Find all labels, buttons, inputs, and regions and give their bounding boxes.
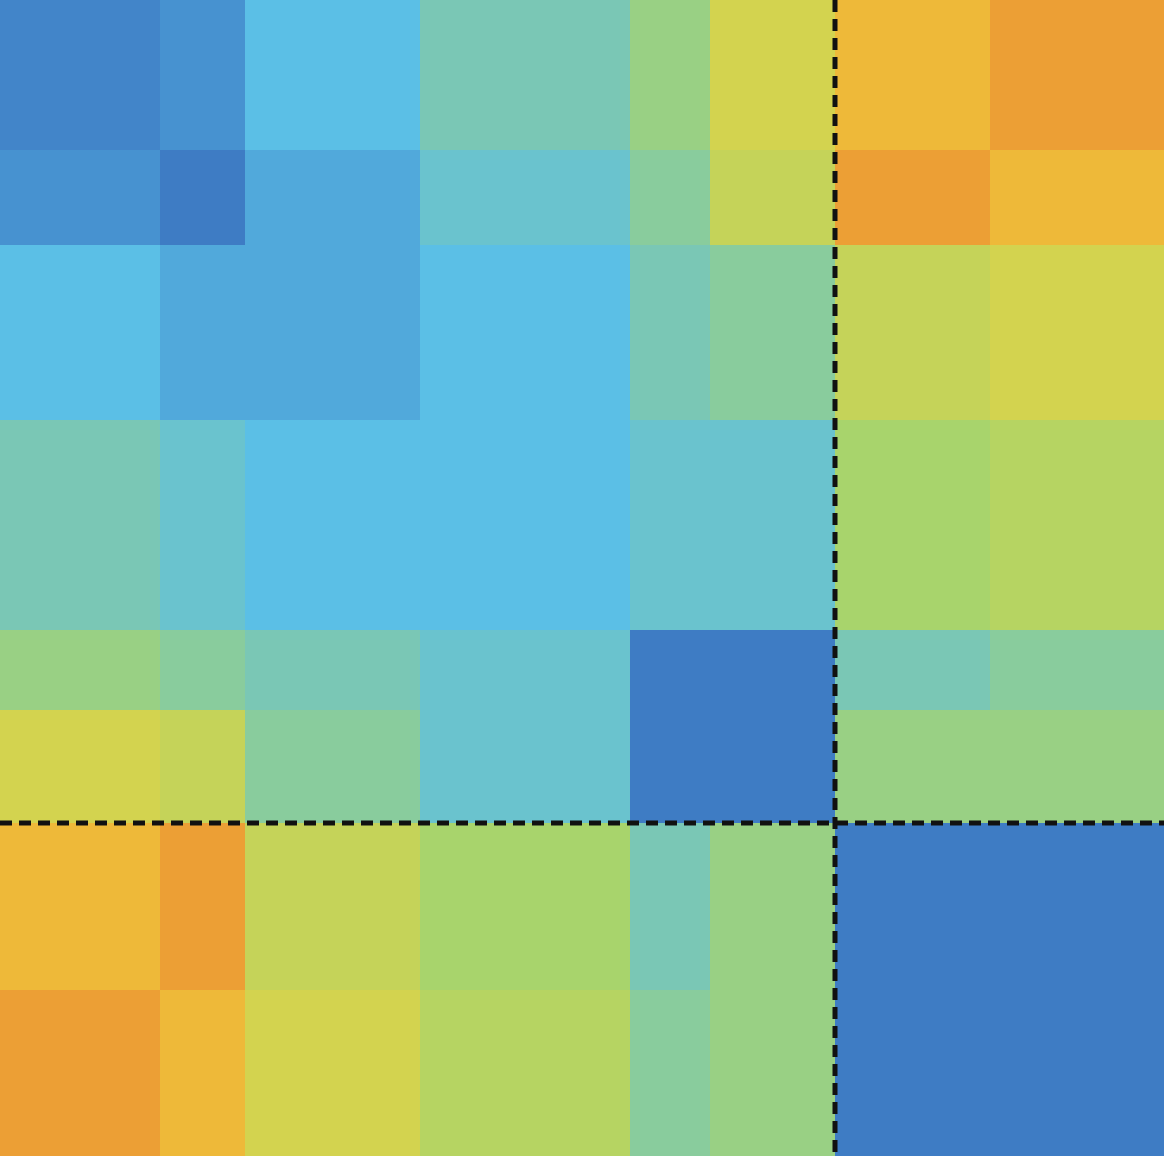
cell bbox=[420, 630, 630, 710]
cell bbox=[245, 245, 420, 420]
cell bbox=[990, 420, 1164, 630]
cell bbox=[630, 710, 710, 823]
cell bbox=[990, 150, 1164, 245]
cell bbox=[245, 823, 420, 990]
cell bbox=[0, 710, 160, 823]
cell bbox=[420, 420, 630, 630]
cell bbox=[420, 823, 630, 990]
cell bbox=[0, 823, 160, 990]
cell bbox=[160, 990, 245, 1156]
cell bbox=[630, 990, 710, 1156]
cell bbox=[835, 823, 990, 990]
cell bbox=[990, 710, 1164, 823]
cell bbox=[160, 420, 245, 630]
cell bbox=[835, 710, 990, 823]
cell bbox=[420, 245, 630, 420]
cell bbox=[710, 245, 835, 420]
cell bbox=[420, 710, 630, 823]
cell bbox=[630, 150, 710, 245]
cell bbox=[160, 150, 245, 245]
cell bbox=[835, 0, 990, 150]
cell bbox=[710, 420, 835, 630]
cell bbox=[160, 0, 245, 150]
cell bbox=[160, 630, 245, 710]
cell bbox=[710, 0, 835, 150]
cell bbox=[0, 420, 160, 630]
cell bbox=[0, 630, 160, 710]
cell bbox=[245, 630, 420, 710]
cell bbox=[245, 0, 420, 150]
cell bbox=[990, 245, 1164, 420]
cell bbox=[0, 990, 160, 1156]
cell bbox=[0, 150, 160, 245]
cell bbox=[835, 990, 990, 1156]
cell bbox=[710, 710, 835, 823]
cell bbox=[835, 420, 990, 630]
cell bbox=[630, 630, 710, 710]
cell bbox=[990, 990, 1164, 1156]
cell bbox=[990, 0, 1164, 150]
cell bbox=[245, 990, 420, 1156]
cell bbox=[990, 630, 1164, 710]
cell bbox=[630, 245, 710, 420]
cell bbox=[160, 710, 245, 823]
cell bbox=[710, 630, 835, 710]
cell bbox=[420, 0, 630, 150]
cell bbox=[990, 823, 1164, 990]
cell bbox=[835, 245, 990, 420]
cell bbox=[245, 150, 420, 245]
cell bbox=[710, 823, 835, 990]
cell bbox=[160, 245, 245, 420]
cell bbox=[835, 630, 990, 710]
cell bbox=[420, 990, 630, 1156]
cell bbox=[420, 150, 630, 245]
cell bbox=[0, 245, 160, 420]
cell bbox=[630, 823, 710, 990]
cell bbox=[0, 0, 160, 150]
cell bbox=[245, 420, 420, 630]
cell bbox=[710, 990, 835, 1156]
cell bbox=[630, 420, 710, 630]
cell bbox=[835, 150, 990, 245]
cell bbox=[160, 823, 245, 990]
cell bbox=[245, 710, 420, 823]
cell bbox=[710, 150, 835, 245]
cell bbox=[630, 0, 710, 150]
